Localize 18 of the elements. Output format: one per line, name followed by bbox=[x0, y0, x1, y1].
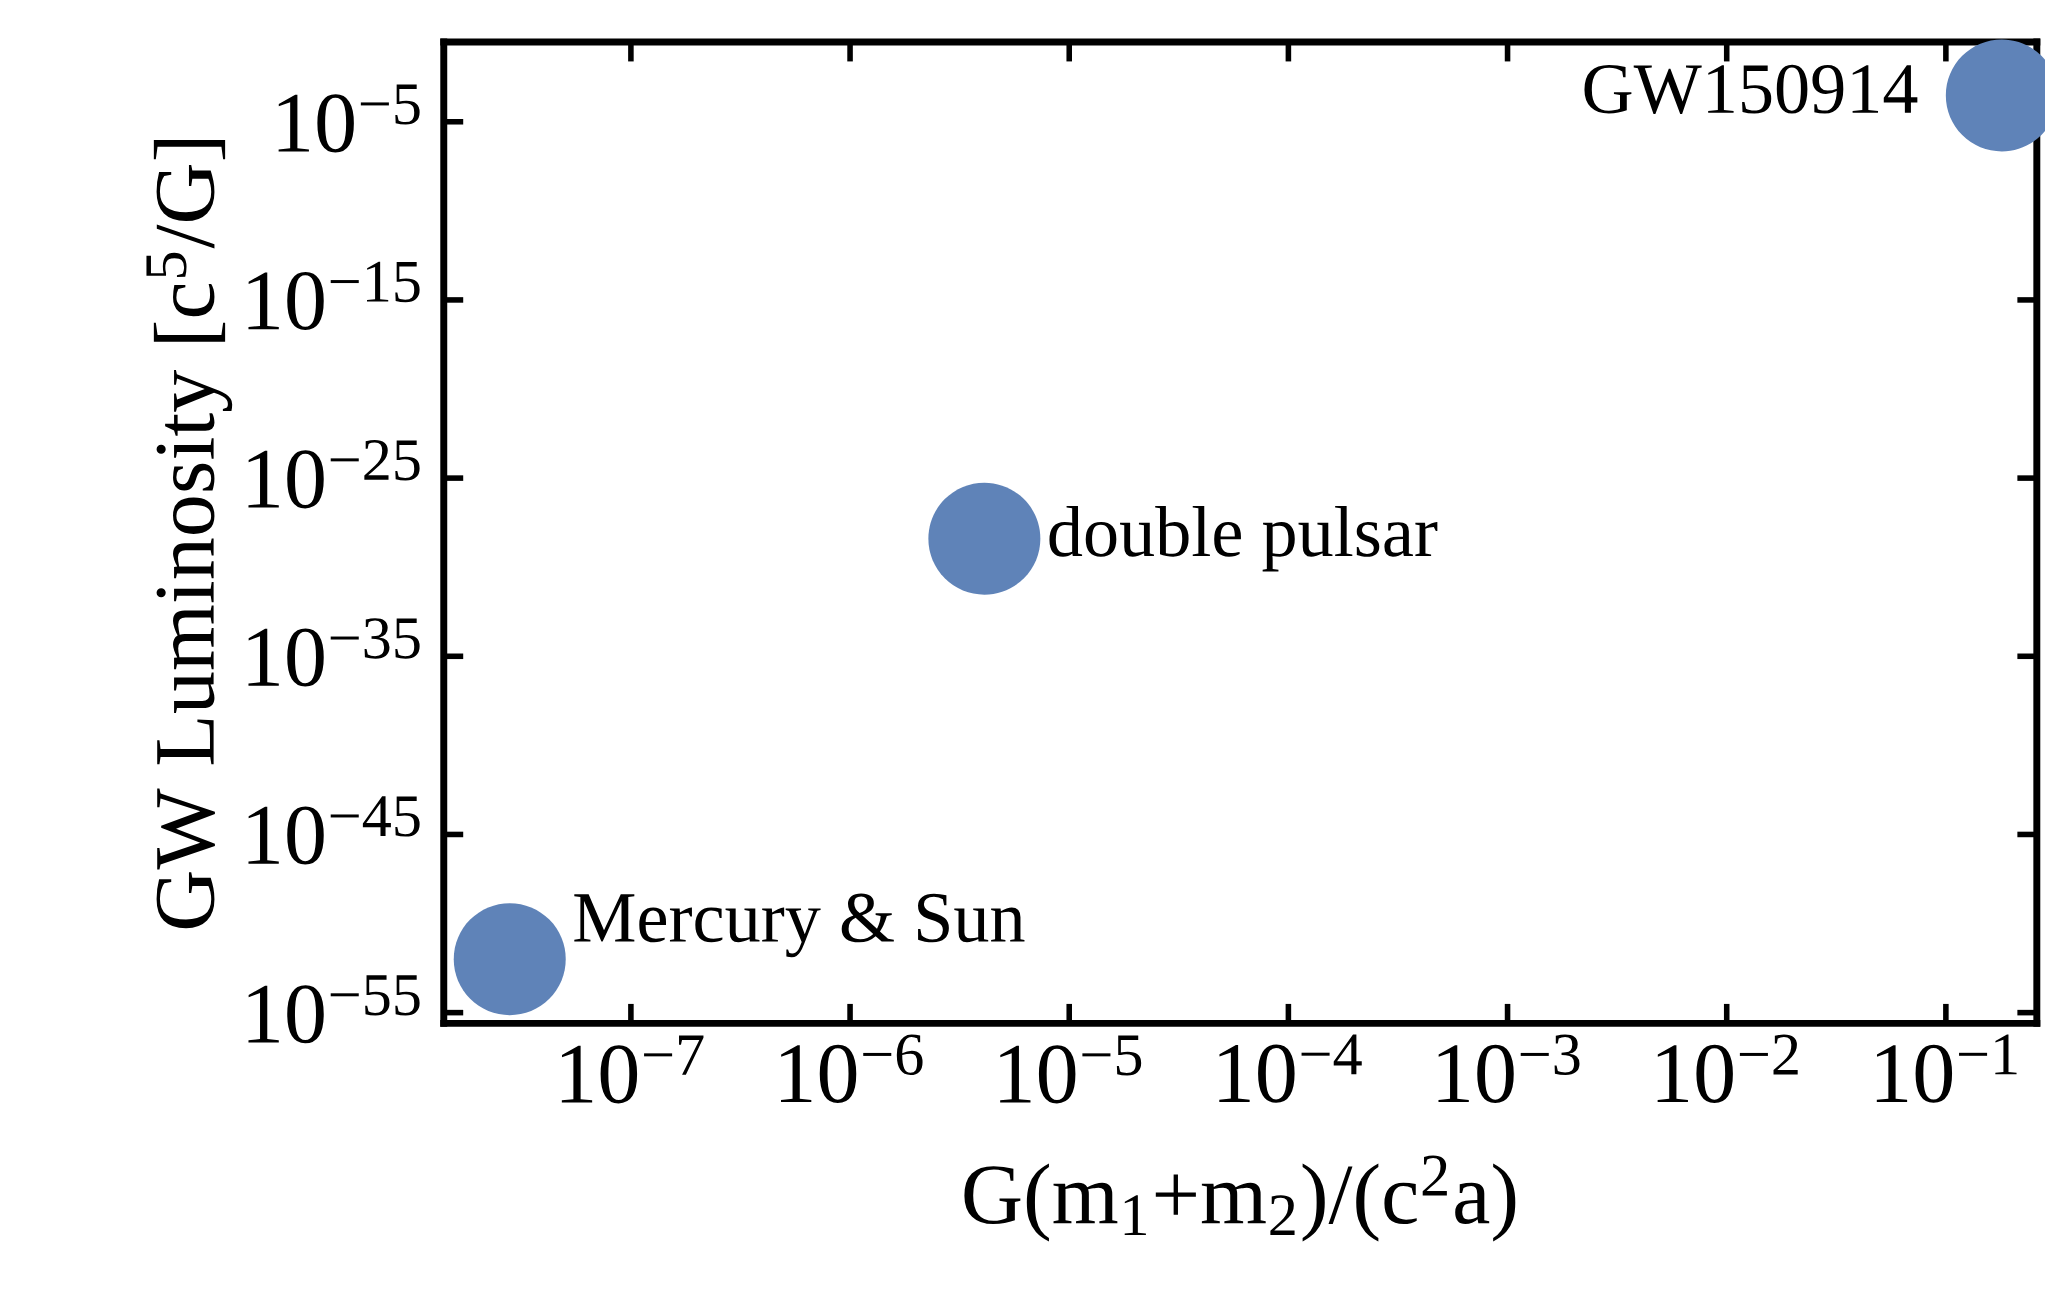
annotation: Mercury & Sun bbox=[574, 893, 1025, 958]
annotation: GW150914 bbox=[1584, 64, 1918, 114]
x-tick-label: 10$^{−1}$ bbox=[1876, 1034, 2017, 1103]
y-tick-label: 10$^{−15}$ bbox=[248, 261, 420, 331]
x-tick-label: 10$^{−2}$ bbox=[1657, 1034, 1798, 1103]
annotation: double pulsar bbox=[1049, 505, 1438, 572]
y-tick-label: 10$^{−55}$ bbox=[248, 975, 420, 1044]
y-axis-title: GW Luminosity [c$^{5}$/G] bbox=[146, 140, 233, 929]
y-tick-label: 10$^{−25}$ bbox=[248, 439, 420, 509]
y-tick-label: 10$^{−5}$ bbox=[278, 84, 420, 153]
x-tick-label: 10$^{−7}$ bbox=[561, 1035, 704, 1104]
y-tick-label: 10$^{−35}$ bbox=[248, 618, 420, 687]
y-tick-label: 10$^{−45}$ bbox=[248, 796, 420, 865]
x-tick-label: 10$^{−5}$ bbox=[1000, 1035, 1142, 1104]
x-tick-label: 10$^{−4}$ bbox=[1219, 1034, 1362, 1103]
x-tick-label: 10$^{−6}$ bbox=[781, 1034, 923, 1103]
x-tick-label: 10$^{−3}$ bbox=[1438, 1034, 1580, 1103]
x-axis-title: G(m$_{1}$+m$_{2}$)/(c$^{2}$a) bbox=[964, 1155, 1516, 1242]
